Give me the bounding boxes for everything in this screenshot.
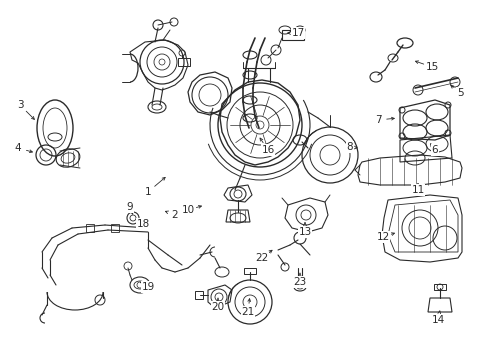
- Text: 12: 12: [376, 232, 390, 242]
- Text: 19: 19: [142, 282, 155, 292]
- Text: 18: 18: [136, 219, 149, 229]
- Bar: [111, 224, 119, 232]
- Bar: [244, 268, 256, 274]
- Bar: [195, 291, 203, 299]
- Text: 14: 14: [431, 315, 444, 325]
- Text: 8: 8: [347, 142, 353, 152]
- Text: 16: 16: [261, 145, 274, 155]
- Text: 17: 17: [292, 28, 305, 38]
- Text: 13: 13: [298, 227, 312, 237]
- Text: 2: 2: [172, 210, 178, 220]
- Bar: [178, 58, 190, 66]
- Text: 20: 20: [212, 302, 224, 312]
- Text: 1: 1: [145, 187, 151, 197]
- Text: 11: 11: [412, 185, 425, 195]
- Text: 15: 15: [425, 62, 439, 72]
- Text: 21: 21: [242, 307, 255, 317]
- Text: 5: 5: [457, 88, 464, 98]
- Bar: [434, 284, 446, 290]
- Text: 22: 22: [255, 253, 269, 263]
- Text: 9: 9: [127, 202, 133, 212]
- Bar: [282, 30, 304, 40]
- Text: 7: 7: [375, 115, 381, 125]
- Text: 6: 6: [432, 145, 439, 155]
- Bar: [86, 224, 94, 232]
- Text: 3: 3: [17, 100, 24, 110]
- Text: 10: 10: [181, 205, 195, 215]
- Text: 4: 4: [15, 143, 21, 153]
- Text: 23: 23: [294, 277, 307, 287]
